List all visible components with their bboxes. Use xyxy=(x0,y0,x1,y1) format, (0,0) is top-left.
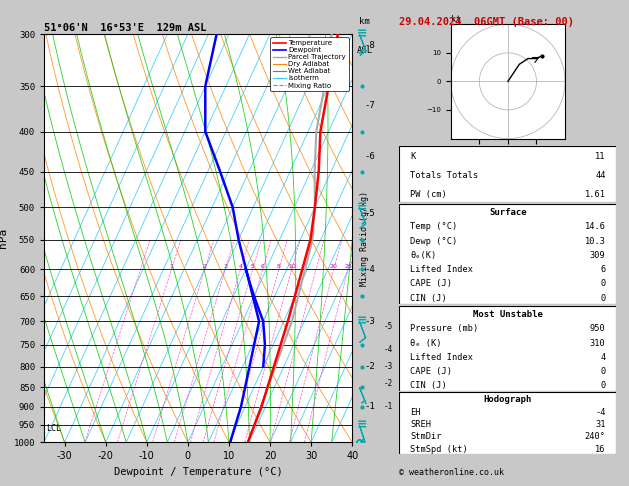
Text: Lifted Index: Lifted Index xyxy=(410,265,473,274)
Text: 3: 3 xyxy=(223,264,228,269)
Text: 0: 0 xyxy=(600,294,606,303)
Text: © weatheronline.co.uk: © weatheronline.co.uk xyxy=(399,468,504,477)
Text: -5: -5 xyxy=(384,322,393,330)
Text: 950: 950 xyxy=(590,324,606,333)
Text: 2: 2 xyxy=(203,264,207,269)
Text: 29.04.2024  06GMT (Base: 00): 29.04.2024 06GMT (Base: 00) xyxy=(399,17,574,27)
Text: Dewp (°C): Dewp (°C) xyxy=(410,237,457,245)
Text: 6: 6 xyxy=(600,265,606,274)
Text: -6: -6 xyxy=(365,152,376,160)
Text: ASL: ASL xyxy=(357,46,373,55)
Text: -5: -5 xyxy=(365,209,376,218)
Text: CAPE (J): CAPE (J) xyxy=(410,367,452,376)
Text: 0: 0 xyxy=(600,367,606,376)
Text: CIN (J): CIN (J) xyxy=(410,381,447,390)
Text: Surface: Surface xyxy=(489,208,526,217)
Text: K: K xyxy=(410,153,416,161)
Text: CAPE (J): CAPE (J) xyxy=(410,279,452,288)
Text: km: km xyxy=(359,17,370,26)
Text: Pressure (mb): Pressure (mb) xyxy=(410,324,479,333)
Text: 10.3: 10.3 xyxy=(584,237,606,245)
Text: StmDir: StmDir xyxy=(410,433,442,441)
Text: -3: -3 xyxy=(384,362,393,371)
Text: θₑ(K): θₑ(K) xyxy=(410,251,437,260)
Text: PW (cm): PW (cm) xyxy=(410,190,447,199)
Text: 1.61: 1.61 xyxy=(584,190,606,199)
Text: ≡: ≡ xyxy=(357,201,367,214)
Text: ≡: ≡ xyxy=(357,315,367,328)
Text: Totals Totals: Totals Totals xyxy=(410,171,479,180)
Text: StmSpd (kt): StmSpd (kt) xyxy=(410,445,468,454)
Text: -2: -2 xyxy=(384,379,393,388)
Text: -4: -4 xyxy=(595,408,606,417)
Text: 1: 1 xyxy=(170,264,174,269)
Text: EH: EH xyxy=(410,408,421,417)
Text: 31: 31 xyxy=(595,420,606,429)
Text: 10: 10 xyxy=(288,264,296,269)
Text: 309: 309 xyxy=(590,251,606,260)
Text: 25: 25 xyxy=(344,264,352,269)
Text: -8: -8 xyxy=(365,41,376,50)
Y-axis label: hPa: hPa xyxy=(0,228,8,248)
Text: 14.6: 14.6 xyxy=(584,223,606,231)
Text: 310: 310 xyxy=(590,339,606,347)
Text: -4: -4 xyxy=(384,345,393,354)
Text: 51°06'N  16°53'E  129m ASL: 51°06'N 16°53'E 129m ASL xyxy=(44,23,206,33)
Text: ≡: ≡ xyxy=(357,28,367,40)
Text: ≡: ≡ xyxy=(357,418,367,432)
Text: -2: -2 xyxy=(365,362,376,371)
X-axis label: Dewpoint / Temperature (°C): Dewpoint / Temperature (°C) xyxy=(114,467,282,477)
Text: 6: 6 xyxy=(261,264,265,269)
Text: 0: 0 xyxy=(600,279,606,288)
Text: -7: -7 xyxy=(365,101,376,110)
Text: 5: 5 xyxy=(251,264,255,269)
Text: Lifted Index: Lifted Index xyxy=(410,353,473,362)
Text: Most Unstable: Most Unstable xyxy=(473,310,543,319)
Text: Mixing Ratio (g/kg): Mixing Ratio (g/kg) xyxy=(360,191,369,286)
Text: 4: 4 xyxy=(238,264,243,269)
Text: -1: -1 xyxy=(365,402,376,411)
Text: CIN (J): CIN (J) xyxy=(410,294,447,303)
Text: 16: 16 xyxy=(595,445,606,454)
Text: Temp (°C): Temp (°C) xyxy=(410,223,457,231)
Text: θₑ (K): θₑ (K) xyxy=(410,339,442,347)
Text: Hodograph: Hodograph xyxy=(484,395,532,404)
Text: 44: 44 xyxy=(595,171,606,180)
Text: 8: 8 xyxy=(277,264,281,269)
Text: -1: -1 xyxy=(384,402,393,411)
Text: 0: 0 xyxy=(600,381,606,390)
Text: 11: 11 xyxy=(595,153,606,161)
Text: 20: 20 xyxy=(330,264,338,269)
Text: kt: kt xyxy=(451,15,461,24)
Legend: Temperature, Dewpoint, Parcel Trajectory, Dry Adiabat, Wet Adiabat, Isotherm, Mi: Temperature, Dewpoint, Parcel Trajectory… xyxy=(270,37,348,91)
Text: SREH: SREH xyxy=(410,420,431,429)
Text: 240°: 240° xyxy=(584,433,606,441)
Text: 4: 4 xyxy=(600,353,606,362)
Text: -3: -3 xyxy=(365,317,376,326)
Text: LCL: LCL xyxy=(46,424,61,433)
Text: -4: -4 xyxy=(365,264,376,274)
